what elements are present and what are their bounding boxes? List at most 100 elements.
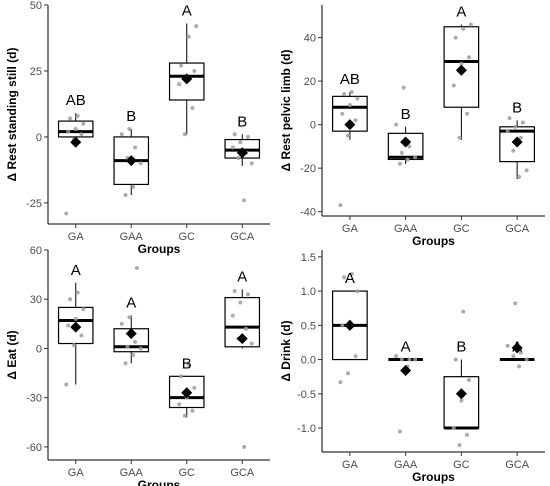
data-point: [507, 116, 512, 121]
data-point: [513, 124, 518, 129]
data-point: [190, 408, 195, 413]
data-point: [451, 426, 456, 431]
significance-letter: A: [512, 339, 522, 356]
data-point: [186, 34, 191, 39]
mean-marker: [125, 328, 137, 340]
significance-letter: B: [126, 108, 136, 125]
data-point: [407, 357, 412, 362]
data-point: [457, 443, 462, 448]
y-axis-title: Δ Drink (d): [279, 320, 293, 381]
box-gca: B: [224, 113, 261, 203]
data-point: [242, 444, 247, 449]
panel-rest-standing: -25 0 25 50 GA GAA GC GCA Groups Δ Rest standing …: [5, 0, 270, 256]
x-tick-label: GA: [68, 467, 85, 479]
data-point: [179, 63, 184, 68]
data-point: [238, 140, 243, 145]
x-tick-label: GAA: [394, 459, 418, 471]
data-point: [81, 307, 86, 312]
y-tick-label: -20: [300, 163, 316, 175]
data-point: [517, 364, 522, 369]
x-tick-label: GC: [179, 231, 196, 243]
mean-marker: [236, 333, 248, 345]
x-tick-label: GAA: [394, 223, 418, 235]
data-point: [342, 275, 347, 280]
data-point: [179, 374, 184, 379]
x-tick-label: GA: [68, 231, 85, 243]
data-point: [190, 105, 195, 110]
data-point: [194, 24, 199, 29]
data-point: [238, 300, 243, 305]
data-point: [192, 385, 197, 390]
data-point: [461, 309, 466, 314]
data-point: [349, 271, 354, 276]
data-point: [466, 378, 471, 383]
box-gca: B: [499, 99, 536, 180]
data-point: [75, 113, 80, 118]
x-tick-label: GC: [179, 467, 196, 479]
data-point: [465, 432, 470, 437]
data-point: [457, 135, 462, 140]
data-point: [138, 161, 143, 166]
significance-letter: AB: [66, 92, 86, 109]
y-tick-label: -30: [26, 393, 42, 405]
box-ga: AB: [331, 71, 368, 208]
data-point: [355, 289, 360, 294]
y-tick-label: 0: [36, 132, 42, 144]
mean-marker: [181, 387, 193, 399]
y-tick-label: -40: [300, 207, 316, 219]
data-point: [127, 315, 132, 320]
box-gc: B: [168, 355, 205, 418]
y-tick-label: 0.5: [301, 320, 316, 332]
mean-marker: [455, 64, 467, 76]
data-point: [192, 68, 197, 73]
data-point: [345, 133, 350, 138]
data-point: [68, 297, 73, 302]
panel-rest-pelvic: -40 -20 0 20 40 GA GAA GC GCA Groups Δ Rest pelvic…: [279, 4, 545, 248]
data-point: [505, 343, 510, 348]
data-point: [127, 127, 132, 132]
data-point: [182, 413, 187, 418]
box-ga: A: [57, 262, 94, 387]
mean-marker: [70, 321, 82, 333]
data-point: [66, 129, 71, 134]
data-point: [453, 35, 458, 40]
data-point: [413, 155, 418, 160]
data-point: [347, 103, 352, 108]
box-gaa: A: [113, 266, 150, 366]
y-tick-label: 50: [30, 0, 42, 12]
significance-letter: A: [71, 262, 81, 279]
data-point: [75, 290, 80, 295]
data-point: [511, 354, 516, 359]
data-point: [177, 402, 182, 407]
mean-marker: [236, 147, 248, 159]
data-point: [413, 357, 418, 362]
data-point: [505, 129, 510, 134]
data-point: [451, 83, 456, 88]
x-tick-label: GAA: [120, 231, 144, 243]
box-gaa: B: [113, 108, 150, 197]
data-point: [182, 132, 187, 137]
y-axis-title: Δ Rest standing still (d): [5, 48, 19, 182]
data-point: [517, 174, 522, 179]
box-gca: A: [224, 268, 261, 449]
box-gc: B: [443, 309, 480, 448]
data-point: [513, 301, 518, 306]
data-point: [131, 185, 136, 190]
box-ga: AB: [57, 92, 94, 216]
data-point: [123, 361, 128, 366]
significance-letter: A: [182, 2, 192, 19]
data-point: [353, 354, 358, 359]
y-tick-label: 1.5: [301, 252, 316, 264]
data-point: [249, 341, 254, 346]
data-point: [242, 198, 247, 203]
y-axis-title: Δ Rest pelvic limb (d): [279, 50, 293, 172]
data-point: [66, 323, 71, 328]
box-ga: A: [331, 270, 368, 385]
data-point: [81, 121, 86, 126]
data-point: [405, 157, 410, 162]
data-point: [399, 150, 404, 155]
data-point: [461, 26, 466, 31]
data-point: [245, 134, 250, 139]
y-axis-title: Δ Eat (d): [5, 330, 19, 379]
significance-letter: B: [182, 355, 192, 372]
